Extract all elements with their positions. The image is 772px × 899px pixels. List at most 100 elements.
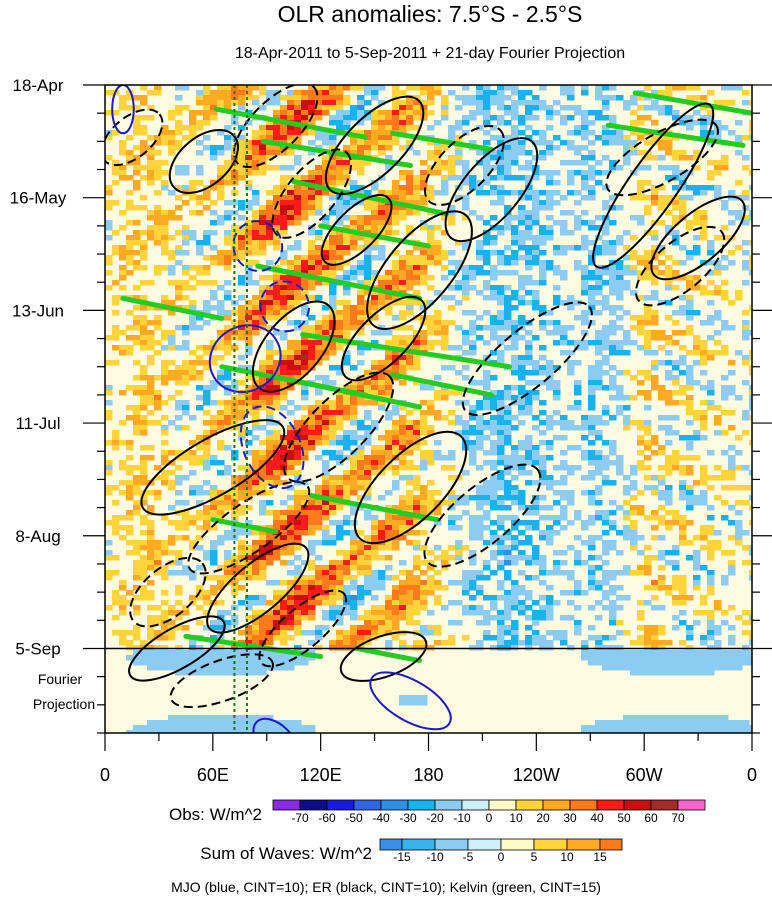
olr-shade-cell <box>224 200 232 206</box>
olr-shade-cell <box>266 365 274 371</box>
olr-shade-cell <box>245 485 253 491</box>
olr-shade-cell <box>266 215 274 221</box>
olr-shade-cell <box>105 220 113 226</box>
olr-shade-cell <box>637 315 645 321</box>
olr-shade-cell <box>651 555 659 561</box>
olr-shade-cell <box>252 375 260 381</box>
olr-shade-cell <box>224 215 232 221</box>
olr-shade-cell <box>350 225 358 231</box>
olr-shade-cell <box>175 550 183 556</box>
olr-shade-cell <box>350 235 358 241</box>
olr-shade-cell <box>301 325 309 331</box>
olr-shade-cell <box>406 110 414 116</box>
olr-shade-cell <box>238 490 246 496</box>
olr-shade-cell <box>224 290 232 296</box>
olr-shade-cell <box>147 555 155 561</box>
olr-shade-cell <box>245 560 253 566</box>
olr-shade-cell <box>378 250 386 256</box>
olr-shade-cell <box>392 420 400 426</box>
olr-shade-cell <box>707 450 715 456</box>
olr-shade-cell <box>609 460 617 466</box>
olr-shade-cell <box>105 225 113 231</box>
olr-shade-cell <box>441 335 449 341</box>
olr-shade-cell <box>462 240 470 246</box>
olr-shade-cell <box>322 400 330 406</box>
olr-shade-cell <box>287 205 295 211</box>
olr-shade-cell <box>280 215 288 221</box>
olr-shade-cell <box>252 280 260 286</box>
olr-shade-cell <box>455 430 463 436</box>
olr-shade-cell <box>574 445 582 451</box>
olr-shade-cell <box>329 420 337 426</box>
olr-shade-cell <box>238 335 246 341</box>
olr-shade-cell <box>175 590 183 596</box>
olr-shade-cell <box>357 105 365 111</box>
olr-shade-cell <box>665 500 673 506</box>
olr-shade-cell <box>651 375 659 381</box>
olr-shade-cell <box>581 195 589 201</box>
olr-shade-cell <box>343 575 351 581</box>
olr-shade-cell <box>385 525 393 531</box>
olr-shade-cell <box>280 310 288 316</box>
olr-shade-cell <box>336 95 344 101</box>
olr-shade-cell <box>308 515 316 521</box>
olr-shade-cell <box>273 285 281 291</box>
olr-shade-cell <box>182 240 190 246</box>
olr-shade-cell <box>224 295 232 301</box>
olr-shade-cell <box>273 385 281 391</box>
olr-shade-cell <box>105 410 113 416</box>
olr-shade-cell <box>644 305 652 311</box>
olr-shade-cell <box>665 140 673 146</box>
olr-shade-cell <box>105 550 113 556</box>
olr-shade-cell <box>483 435 491 441</box>
olr-shade-cell <box>441 340 449 346</box>
olr-shade-cell <box>539 225 547 231</box>
olr-shade-cell <box>623 245 631 251</box>
olr-shade-cell <box>182 515 190 521</box>
olr-shade-cell <box>623 280 631 286</box>
olr-shade-cell <box>336 300 344 306</box>
olr-shade-cell <box>714 290 722 296</box>
olr-shade-cell <box>567 190 575 196</box>
olr-shade-cell <box>350 420 358 426</box>
olr-shade-cell <box>588 490 596 496</box>
olr-shade-cell <box>364 370 372 376</box>
olr-shade-cell <box>336 535 344 541</box>
olr-shade-cell <box>504 385 512 391</box>
olr-shade-cell <box>315 390 323 396</box>
olr-shade-cell <box>336 120 344 126</box>
olr-shade-cell <box>350 135 358 141</box>
olr-shade-cell <box>462 160 470 166</box>
olr-shade-cell <box>280 135 288 141</box>
olr-shade-cell <box>371 240 379 246</box>
olr-shade-cell <box>560 140 568 146</box>
olr-shade-cell <box>308 405 316 411</box>
olr-shade-cell <box>315 585 323 591</box>
olr-shade-cell <box>532 370 540 376</box>
olr-shade-cell <box>630 150 638 156</box>
olr-shade-cell <box>427 245 435 251</box>
olr-shade-cell <box>693 500 701 506</box>
olr-shade-cell <box>406 280 414 286</box>
olr-shade-cell <box>119 210 127 216</box>
olr-shade-cell <box>518 495 526 501</box>
olr-shade-cell <box>266 225 274 231</box>
olr-shade-cell <box>560 425 568 431</box>
olr-shade-cell <box>588 580 596 586</box>
olr-shade-cell <box>294 95 302 101</box>
olr-shade-cell <box>742 100 750 106</box>
olr-shade-cell <box>581 525 589 531</box>
olr-shade-cell <box>749 185 752 191</box>
olr-shade-cell <box>581 240 589 246</box>
olr-shade-cell <box>532 555 540 561</box>
olr-shade-cell <box>343 225 351 231</box>
olr-shade-cell <box>371 375 379 381</box>
olr-shade-cell <box>658 330 666 336</box>
olr-shade-cell <box>476 590 484 596</box>
olr-shade-cell <box>294 535 302 541</box>
olr-shade-cell <box>308 95 316 101</box>
olr-shade-cell <box>644 555 652 561</box>
olr-shade-cell <box>336 265 344 271</box>
olr-shade-cell <box>623 395 631 401</box>
olr-shade-cell <box>546 535 554 541</box>
